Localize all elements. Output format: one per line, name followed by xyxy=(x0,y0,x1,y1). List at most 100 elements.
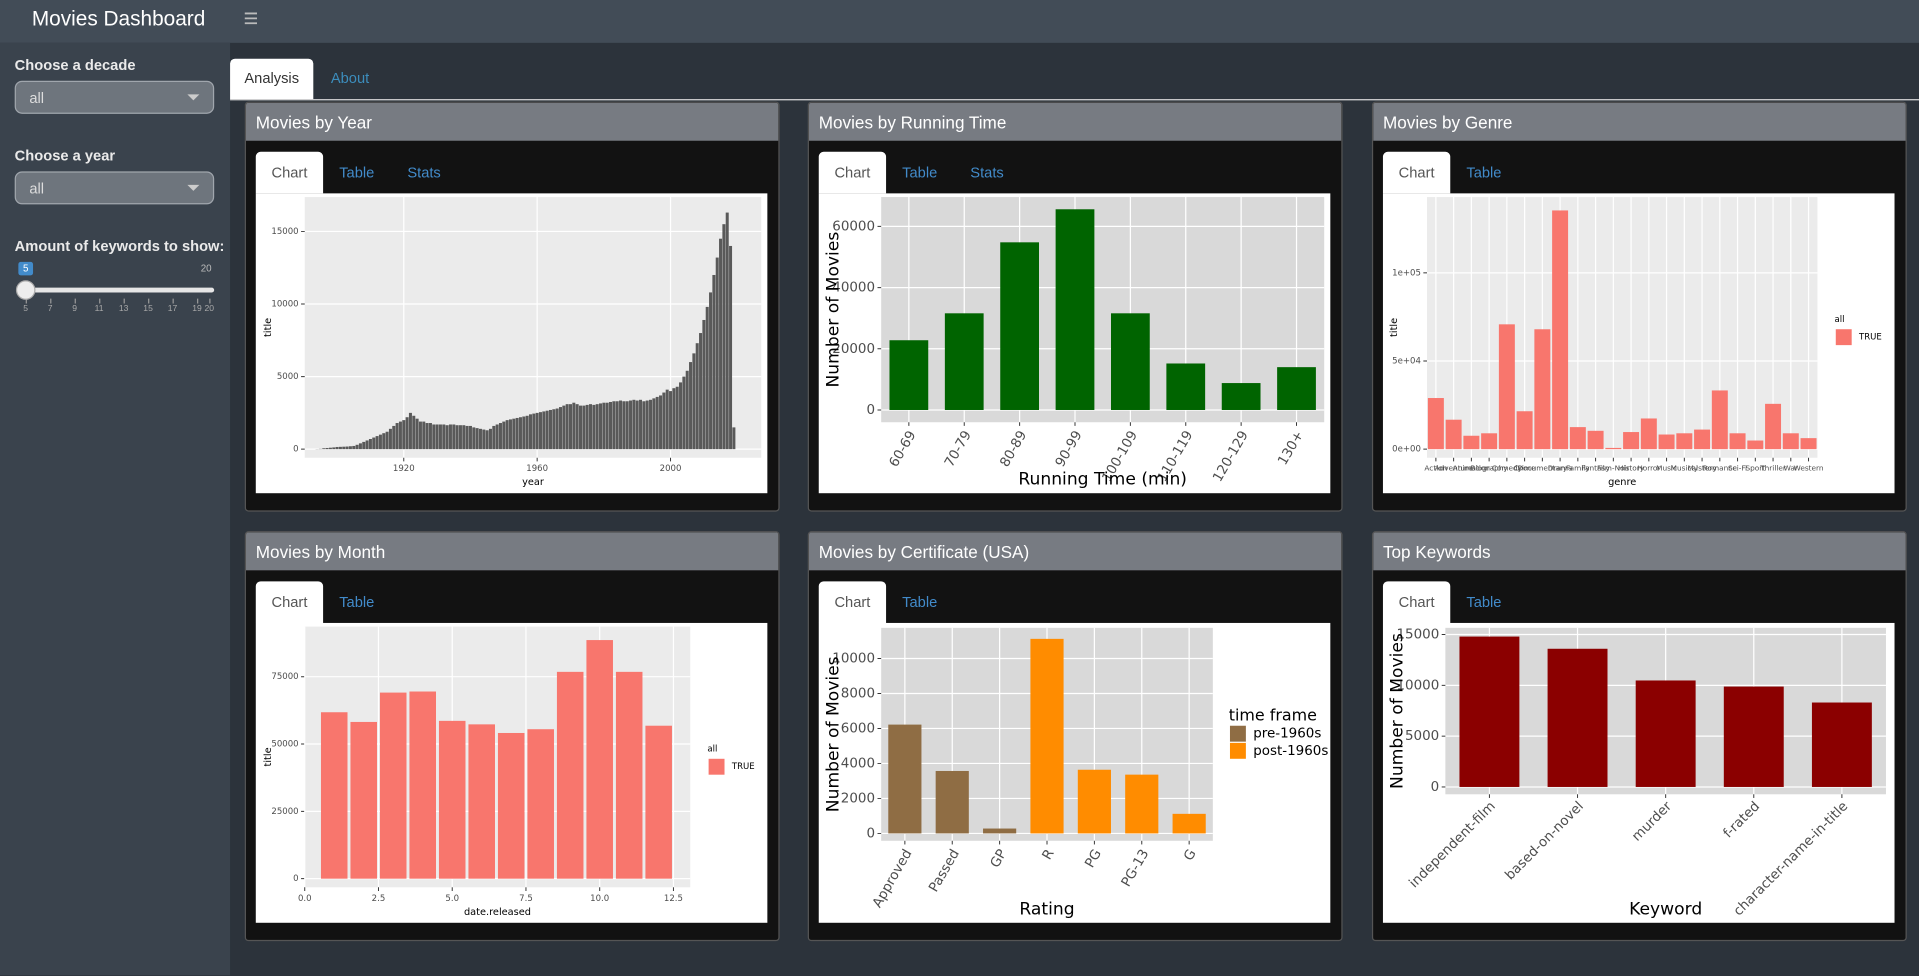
plot-background xyxy=(1427,197,1818,458)
y-tick-label: 1e+05 xyxy=(1392,268,1421,278)
bar xyxy=(888,724,922,834)
bar xyxy=(1623,432,1640,450)
y-tick-label: 60000 xyxy=(832,219,875,234)
slider-tick-label: 7 xyxy=(47,304,53,314)
slider-tick xyxy=(147,298,149,304)
x-axis-title: genre xyxy=(1608,477,1636,488)
x-tick-label: Horror xyxy=(1637,464,1661,473)
slider-handle[interactable] xyxy=(15,280,36,300)
bar xyxy=(605,402,609,450)
x-tick-label: War xyxy=(1784,464,1799,473)
year-select[interactable]: all xyxy=(14,171,215,205)
panel: Top Keywords Chart Table 0 5000 10000 15000 ind… xyxy=(1371,531,1907,942)
panel-tab[interactable]: Table xyxy=(339,163,375,182)
bar xyxy=(722,224,726,450)
slider-max: 20 xyxy=(200,263,212,275)
panel-tab[interactable]: Stats xyxy=(970,163,1004,182)
bar xyxy=(572,402,576,450)
panel-tab[interactable]: Table xyxy=(1466,593,1502,611)
y-tick-label: 0 xyxy=(866,403,875,418)
bar xyxy=(589,404,593,450)
bar xyxy=(448,424,452,450)
bar xyxy=(619,400,623,450)
bar xyxy=(1166,363,1206,410)
panel-tab[interactable]: Chart xyxy=(818,581,887,623)
legend-swatch xyxy=(1835,329,1852,346)
x-tick-label: G xyxy=(1182,847,1200,864)
panel-tab[interactable]: Chart xyxy=(818,151,887,194)
bar xyxy=(462,425,466,450)
x-tick-label: Family xyxy=(1566,464,1590,473)
bar xyxy=(655,396,659,450)
bar xyxy=(395,423,399,450)
bar xyxy=(538,412,542,450)
x-tick-label: Crime xyxy=(1514,464,1536,473)
x-tick-label: 12.5 xyxy=(664,894,683,904)
panel-tab[interactable]: Chart xyxy=(1382,581,1451,623)
chart-area: 0e+00 5e+04 1e+05 Action Adventure Animation B… xyxy=(1382,193,1895,494)
panel-tab[interactable]: Stats xyxy=(407,163,441,182)
bar xyxy=(1459,636,1520,787)
y-tick-label: 10000 xyxy=(832,651,875,666)
bar xyxy=(558,407,562,450)
main-tab[interactable]: About xyxy=(330,69,370,87)
panel-tab[interactable]: Table xyxy=(1466,163,1502,182)
x-tick-label: Music xyxy=(1656,464,1677,473)
bar xyxy=(935,770,969,834)
bar xyxy=(388,428,392,450)
main-tab[interactable]: Analysis xyxy=(230,58,314,100)
panel-tab[interactable]: Table xyxy=(902,593,938,611)
x-tick-label: Romance xyxy=(1703,464,1738,473)
bar xyxy=(1711,390,1728,450)
bar xyxy=(412,415,416,450)
bar xyxy=(568,404,573,450)
bar xyxy=(585,404,589,450)
bar xyxy=(402,420,406,450)
panel-title: Movies by Month xyxy=(255,542,386,562)
menu-toggle[interactable] xyxy=(244,10,261,27)
bar xyxy=(432,424,436,450)
decade-label: Choose a decade xyxy=(14,56,136,74)
chart: 0 25000 50000 75000 0.0 2.5 5.0 7.5 10.0 12.5 date… xyxy=(263,626,755,918)
panel-tab[interactable]: Table xyxy=(902,163,938,182)
panel-tab[interactable]: Chart xyxy=(255,581,324,623)
slider-tick xyxy=(171,298,174,304)
bar xyxy=(355,444,359,450)
panel-tab[interactable]: Table xyxy=(339,593,375,611)
bar xyxy=(528,414,532,450)
bar xyxy=(527,729,554,879)
x-tick-label: 2000 xyxy=(660,464,682,474)
bar xyxy=(556,671,584,879)
decade-select[interactable]: all xyxy=(14,80,215,114)
panel-tab[interactable]: Chart xyxy=(255,151,324,194)
bar xyxy=(682,376,686,450)
y-tick-label: 5000 xyxy=(1405,729,1439,744)
bar xyxy=(458,425,462,450)
bar xyxy=(1765,403,1782,450)
x-tick-label: 2.5 xyxy=(372,894,386,904)
slider-tick-label: 5 xyxy=(23,304,29,314)
x-tick-label: 120-129 xyxy=(1211,429,1252,485)
panel: Movies by Certificate (USA) Chart Table 0 20… xyxy=(807,531,1343,942)
bar xyxy=(1747,440,1764,450)
bar xyxy=(702,319,706,450)
bar xyxy=(535,412,539,450)
bar xyxy=(515,417,519,450)
y-tick-label: 8000 xyxy=(841,686,875,701)
bar xyxy=(579,405,583,450)
x-tick-label: Musical xyxy=(1671,464,1698,473)
x-tick-label: PG xyxy=(1083,847,1105,871)
legend-title: all xyxy=(1835,315,1845,325)
x-tick-label: 60-69 xyxy=(887,429,920,470)
bar xyxy=(358,443,362,450)
panel: Movies by Year Chart Table Stats 0 5000 10000 1… xyxy=(244,101,780,512)
chart-area: 0 20000 40000 60000 60-69 70-79 80-89 90-99 100-… xyxy=(818,193,1331,494)
slider-tick xyxy=(49,298,51,304)
bar xyxy=(645,725,672,879)
bar xyxy=(1782,433,1799,450)
bar xyxy=(944,313,984,410)
panel-tab[interactable]: Chart xyxy=(1382,151,1451,194)
bar xyxy=(1277,367,1316,410)
x-tick-label: Drama xyxy=(1548,464,1573,473)
